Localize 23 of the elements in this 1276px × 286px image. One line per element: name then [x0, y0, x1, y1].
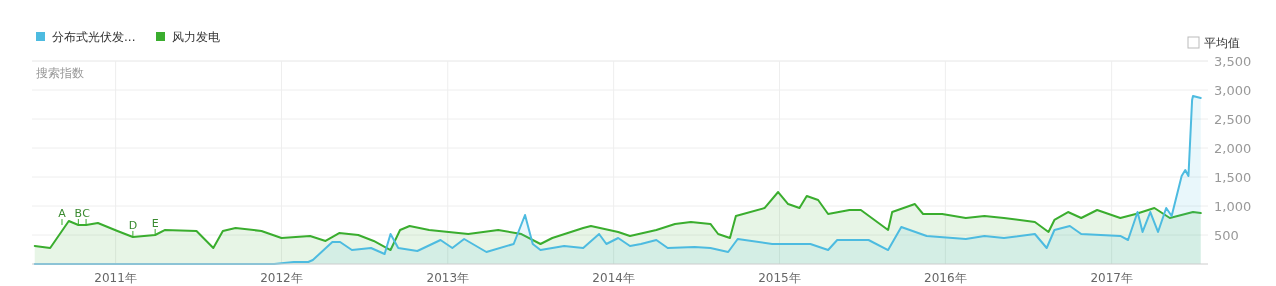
y-tick-label: 3,000: [1214, 82, 1252, 98]
x-tick-label: 2014年: [592, 271, 635, 285]
x-tick-label: 2013年: [426, 271, 470, 285]
annotation: B: [74, 207, 83, 221]
x-tick-label: 2015年: [758, 271, 801, 285]
y-tick-label: 500: [1214, 227, 1239, 243]
annotation: A: [58, 207, 67, 221]
annotation: D: [128, 218, 138, 232]
x-tick-label: 2011年: [94, 271, 137, 285]
x-tick-label: 2016年: [924, 271, 967, 285]
annotation: E: [151, 217, 159, 230]
y-tick-label: 1,000: [1214, 198, 1252, 214]
y-tick-label: 3,500: [1214, 53, 1252, 69]
y-tick-label: 1,500: [1214, 169, 1252, 185]
annotation: C: [82, 207, 91, 221]
y-tick-label: 2,500: [1214, 111, 1252, 127]
legend-label: 风力发电: [172, 30, 220, 44]
text: 平均值: [1204, 36, 1240, 50]
legend-label: 分布式光伏发...: [52, 30, 136, 44]
y-axis-title: 搜索指数: [36, 66, 84, 80]
x-tick-label: 2012年: [260, 271, 303, 285]
x-tick-label: 2017年: [1090, 271, 1133, 285]
y-tick-label: 2,000: [1214, 140, 1252, 156]
